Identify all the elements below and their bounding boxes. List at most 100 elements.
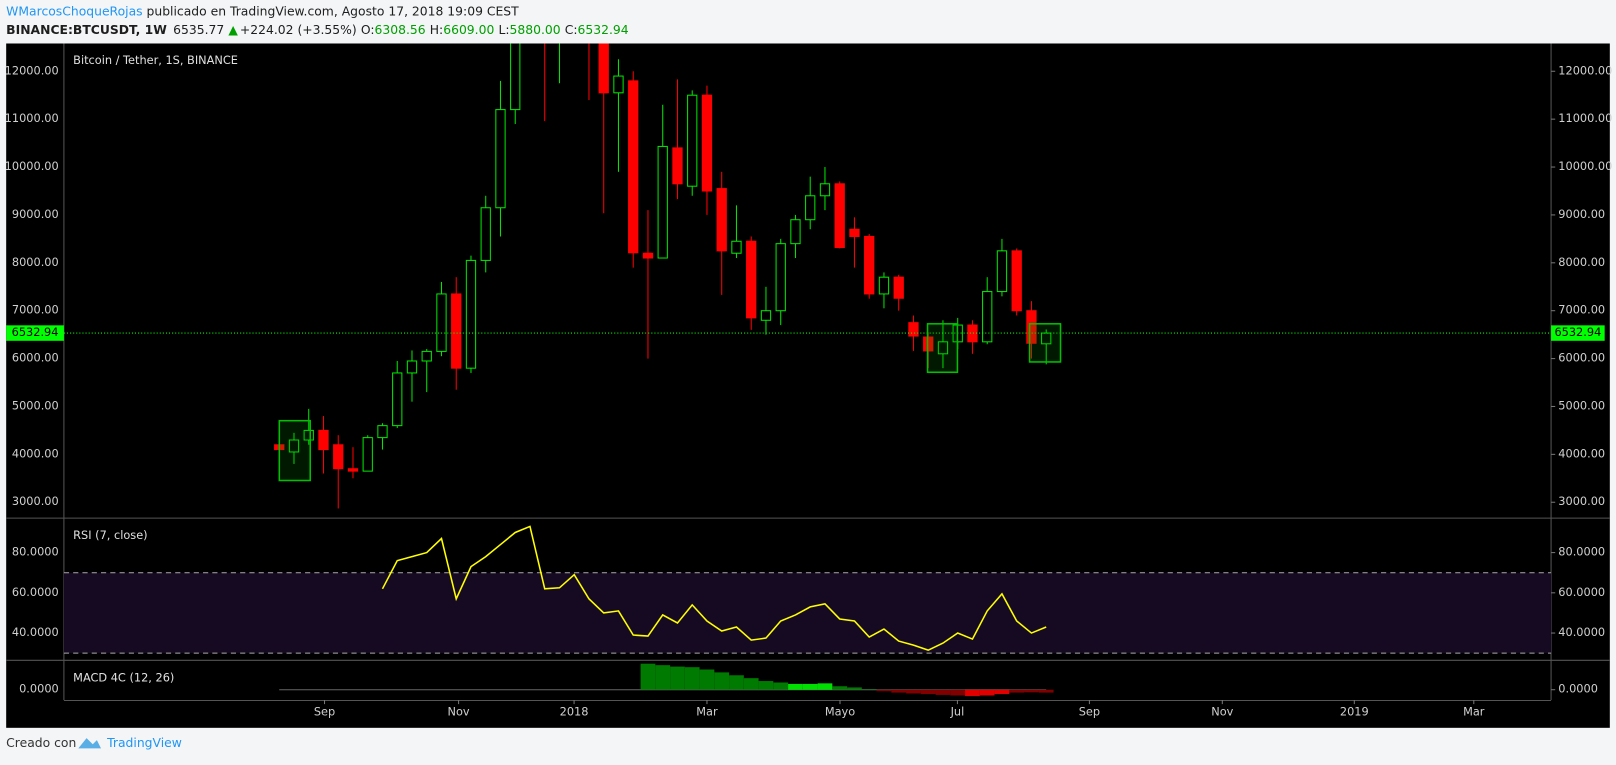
- logo: [78, 738, 101, 749]
- y-tick-label: 40.0000: [12, 625, 59, 639]
- macd-bar: [1024, 689, 1039, 693]
- change: +224.02 (+3.55%): [240, 23, 357, 37]
- macd-bar: [1009, 689, 1025, 693]
- candle-body: [288, 439, 300, 453]
- y-tick-label: 6000.00: [12, 351, 59, 365]
- candle-body: [436, 293, 447, 352]
- candle-body: [716, 188, 727, 252]
- candle-body: [982, 291, 993, 343]
- candle-body: [598, 43, 609, 94]
- author[interactable]: WMarcosChoqueRojas: [6, 4, 142, 18]
- highlight-box: [1028, 323, 1062, 363]
- candle-body: [1041, 332, 1052, 345]
- candle-body: [760, 310, 772, 321]
- last-price-tag: [1551, 325, 1605, 341]
- candle-body: [377, 425, 388, 439]
- x-tick-label: Jul: [950, 704, 965, 718]
- candle-body: [701, 94, 713, 192]
- y-tick-label: 60.0000: [1558, 585, 1605, 599]
- macd-bar: [1038, 689, 1054, 693]
- highlight-box: [278, 419, 311, 482]
- macd-bar: [994, 689, 1010, 695]
- y-tick-label: 10000.00: [5, 159, 59, 173]
- y-tick-label: 0.0000: [19, 682, 59, 696]
- candle-body: [1011, 250, 1022, 312]
- published: publicado en TradingView.com, Agosto 17,…: [143, 4, 520, 18]
- y-tick-label: 40.0000: [1558, 625, 1605, 639]
- candle-body: [392, 372, 403, 427]
- candle-body: [347, 468, 359, 472]
- x-tick-label: Mayo: [825, 704, 855, 718]
- l-value: 5880.00: [510, 23, 561, 37]
- y-tick-label: 7000.00: [12, 303, 59, 317]
- price: 6535.77: [173, 23, 224, 37]
- header: WMarcosChoqueRojas publicado en TradingV…: [6, 4, 629, 37]
- y-tick-label: 10000.00: [1558, 159, 1612, 173]
- y-tick-label: 5000.00: [12, 398, 59, 412]
- candle-body: [451, 293, 462, 369]
- macd-bar: [817, 683, 833, 690]
- candle-body: [303, 429, 314, 441]
- y-tick-label: 5000.00: [1558, 398, 1605, 412]
- macd-title: MACD 4C (12, 26): [73, 670, 174, 684]
- macd-bar: [965, 689, 980, 697]
- y-tick-label: 3000.00: [1558, 494, 1605, 508]
- y-tick-label: 11000.00: [1558, 111, 1612, 125]
- candle-body: [628, 80, 639, 254]
- candle-body: [510, 43, 521, 111]
- last-price-tag: [6, 325, 64, 341]
- y-tick-label: 9000.00: [12, 207, 59, 221]
- macd-bar: [743, 678, 759, 690]
- candle-body: [333, 444, 344, 470]
- x-tick-label: Nov: [448, 704, 470, 718]
- y-tick-label: 0.0000: [1558, 682, 1598, 696]
- rsi-band: [63, 572, 1552, 654]
- macd-bar: [906, 689, 921, 694]
- o-label: O:: [361, 23, 375, 37]
- footer-brand[interactable]: TradingView: [106, 736, 182, 750]
- y-tick-label: 80.0000: [12, 545, 59, 559]
- candle-body: [805, 195, 816, 221]
- y-tick-label: 8000.00: [12, 255, 59, 269]
- candle-body: [746, 240, 757, 319]
- x-tick-label: Sep: [314, 704, 335, 718]
- y-tick-label: 6000.00: [1558, 351, 1605, 365]
- candle-body: [1026, 310, 1037, 344]
- arrow: ▲: [228, 23, 238, 37]
- footer-text: Creado con: [6, 736, 76, 750]
- x-tick-label: 2018: [560, 704, 589, 718]
- x-tick-label: Mar: [1463, 704, 1485, 718]
- c-value: 6532.94: [578, 23, 629, 37]
- c-label: C:: [565, 23, 578, 37]
- macd-bar: [935, 689, 951, 695]
- macd-bar: [758, 681, 774, 690]
- y-tick-label: 4000.00: [1558, 446, 1605, 460]
- candle-body: [480, 207, 491, 261]
- macd-bar: [788, 683, 803, 690]
- drawings: [278, 323, 1062, 482]
- candle-body: [421, 350, 432, 362]
- candle-body: [790, 219, 801, 245]
- macd-bar: [640, 663, 656, 690]
- h-label: H:: [430, 23, 443, 37]
- y-tick-label: 60.0000: [12, 585, 59, 599]
- candle-body: [893, 276, 904, 299]
- candle-body: [362, 437, 373, 472]
- y-tick-label: 12000.00: [1558, 63, 1612, 77]
- header-line-2: BINANCE:BTCUSDT, 1W 6535.77 ▲ +224.02 (+3.5…: [6, 23, 629, 37]
- macd-bar: [670, 666, 685, 690]
- y-tick-label: 11000.00: [5, 111, 59, 125]
- symbol: BINANCE:BTCUSDT, 1W: [6, 23, 167, 37]
- candle-body: [642, 252, 654, 259]
- candle-body: [318, 429, 329, 451]
- candle-body: [864, 235, 875, 295]
- macd-bar: [699, 669, 715, 690]
- last-price-label: 6532.94: [1554, 325, 1601, 339]
- candle-body: [495, 109, 506, 209]
- l-label: L:: [498, 23, 509, 37]
- macd-bar: [876, 689, 892, 692]
- y-tick-label: 8000.00: [1558, 255, 1605, 269]
- o-value: 6308.56: [375, 23, 426, 37]
- header-line-1: WMarcosChoqueRojas publicado en TradingV…: [6, 4, 519, 18]
